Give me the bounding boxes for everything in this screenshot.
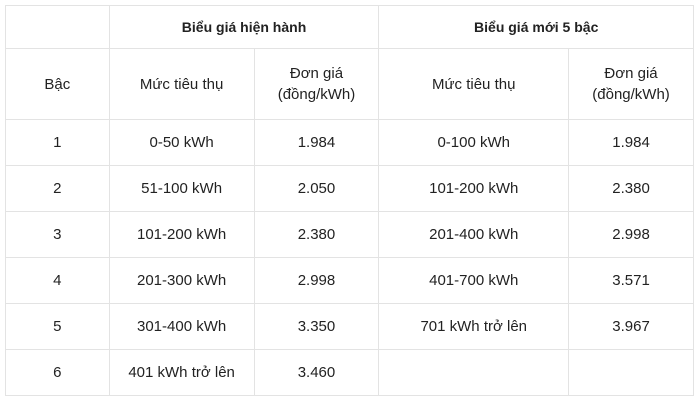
table-row: 6 401 kWh trở lên 3.460 [5, 349, 694, 396]
cell-usage-current: 301-400 kWh [108, 303, 255, 350]
table-row: 3 101-200 kWh 2.380 201-400 kWh 2.998 [5, 211, 694, 258]
table-column-header-row: Bậc Mức tiêu thụ Đơn giá (đồng/kWh) Mức … [5, 48, 694, 120]
cell-price-new: 1.984 [568, 119, 694, 166]
cell-price-current: 1.984 [253, 119, 380, 166]
electricity-tariff-table: Biểu giá hiện hành Biểu giá mới 5 bậc Bậ… [5, 5, 694, 396]
cell-price-current: 2.380 [253, 211, 380, 258]
column-header-tier: Bậc [5, 48, 110, 120]
column-header-price-current: Đơn giá (đồng/kWh) [253, 48, 380, 120]
cell-usage-new: 401-700 kWh [378, 257, 570, 304]
cell-usage-current: 401 kWh trở lên [108, 349, 255, 396]
cell-usage-current: 201-300 kWh [108, 257, 255, 304]
cell-price-new [568, 349, 694, 396]
table-row: 5 301-400 kWh 3.350 701 kWh trở lên 3.96… [5, 303, 694, 350]
cell-usage-new: 101-200 kWh [378, 165, 570, 212]
cell-price-current: 3.350 [253, 303, 380, 350]
cell-usage-new: 201-400 kWh [378, 211, 570, 258]
column-header-price-new: Đơn giá (đồng/kWh) [568, 48, 694, 120]
cell-tier: 3 [5, 211, 110, 258]
header-empty-cell [5, 5, 110, 49]
cell-tier: 2 [5, 165, 110, 212]
column-header-usage-new: Mức tiêu thụ [378, 48, 570, 120]
cell-price-current: 2.050 [253, 165, 380, 212]
cell-usage-new: 0-100 kWh [378, 119, 570, 166]
cell-tier: 1 [5, 119, 110, 166]
cell-tier: 4 [5, 257, 110, 304]
table-row: 4 201-300 kWh 2.998 401-700 kWh 3.571 [5, 257, 694, 304]
cell-usage-current: 101-200 kWh [108, 211, 255, 258]
group-header-new: Biểu giá mới 5 bậc [378, 5, 694, 49]
table-group-header-row: Biểu giá hiện hành Biểu giá mới 5 bậc [5, 5, 694, 49]
cell-price-new: 2.998 [568, 211, 694, 258]
cell-usage-new [378, 349, 570, 396]
cell-usage-new: 701 kWh trở lên [378, 303, 570, 350]
cell-price-current: 3.460 [253, 349, 380, 396]
cell-price-current: 2.998 [253, 257, 380, 304]
cell-price-new: 2.380 [568, 165, 694, 212]
cell-tier: 6 [5, 349, 110, 396]
cell-price-new: 3.571 [568, 257, 694, 304]
group-header-current: Biểu giá hiện hành [108, 5, 380, 49]
cell-usage-current: 0-50 kWh [108, 119, 255, 166]
table-row: 1 0-50 kWh 1.984 0-100 kWh 1.984 [5, 119, 694, 166]
cell-tier: 5 [5, 303, 110, 350]
column-header-usage-current: Mức tiêu thụ [108, 48, 255, 120]
table-row: 2 51-100 kWh 2.050 101-200 kWh 2.380 [5, 165, 694, 212]
cell-price-new: 3.967 [568, 303, 694, 350]
cell-usage-current: 51-100 kWh [108, 165, 255, 212]
